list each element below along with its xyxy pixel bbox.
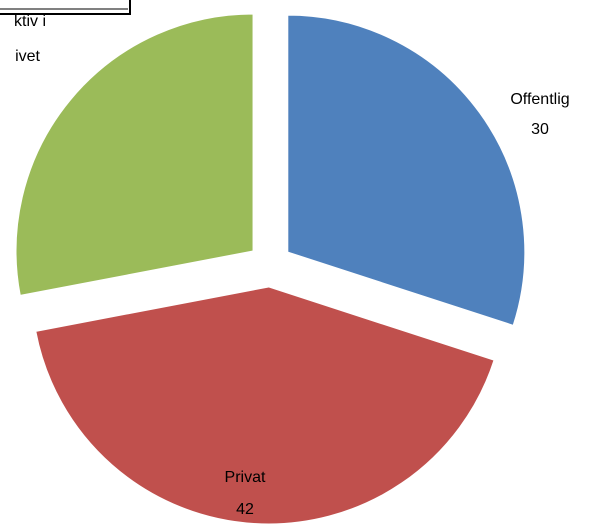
value-label: 30 — [531, 121, 549, 138]
title-box — [0, 0, 131, 15]
slice-label: Privat — [225, 469, 266, 486]
pie-slice — [35, 286, 495, 524]
pie-slice — [287, 14, 526, 326]
slice-label: Offentlig — [510, 91, 569, 108]
value-label: 42 — [236, 501, 254, 518]
pie-slice — [15, 13, 254, 296]
slice-label: ktiv i ivet — [14, 13, 46, 65]
